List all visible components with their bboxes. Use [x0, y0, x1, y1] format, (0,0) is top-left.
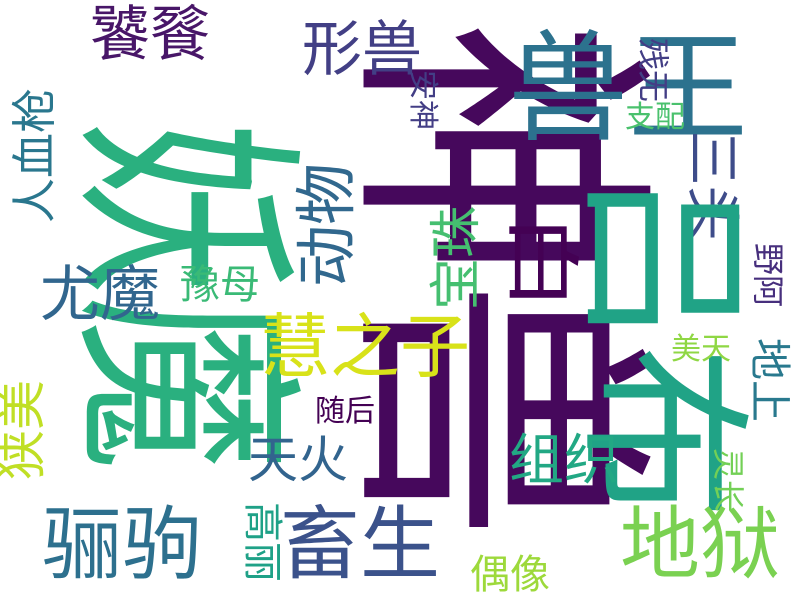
word-zuzhi: 组织 — [509, 427, 620, 492]
word-anshen: 安神 — [405, 70, 440, 130]
word-diyu: 地狱 — [620, 498, 780, 591]
word-yumu: 豫母 — [180, 262, 260, 308]
word-liju: 骊驹 — [42, 498, 202, 591]
word-suihou: 随后 — [315, 394, 375, 429]
word-dishang: 地上 — [745, 337, 795, 423]
word-youmo: 尤魔 — [40, 260, 160, 330]
word-baozhu: 宝珠 — [427, 205, 488, 311]
word-chusheng: 畜生 — [280, 498, 440, 591]
word-shouwang: 兽王 — [508, 20, 748, 159]
word-taotie: 饕餮 — [90, 0, 210, 70]
word-yea: 野阿 — [749, 242, 788, 308]
word-tianhuo: 天火 — [248, 431, 348, 489]
word-dongwu: 动物 — [290, 162, 364, 288]
word-ouxiang: 偶像 — [470, 552, 550, 598]
word-canwu: 残无 — [634, 37, 673, 103]
word-zhipei: 支配 — [625, 100, 685, 135]
word-gaoli: 高丽 — [239, 502, 285, 582]
word-renxueqiang: 人血枪 — [7, 87, 61, 223]
word-xingshou: 形兽 — [302, 15, 422, 85]
word-meitian: 美天 — [671, 332, 731, 367]
word-huizhizi: 慧之子 — [260, 306, 470, 388]
word-xiamei: 狭美 — [0, 380, 51, 480]
